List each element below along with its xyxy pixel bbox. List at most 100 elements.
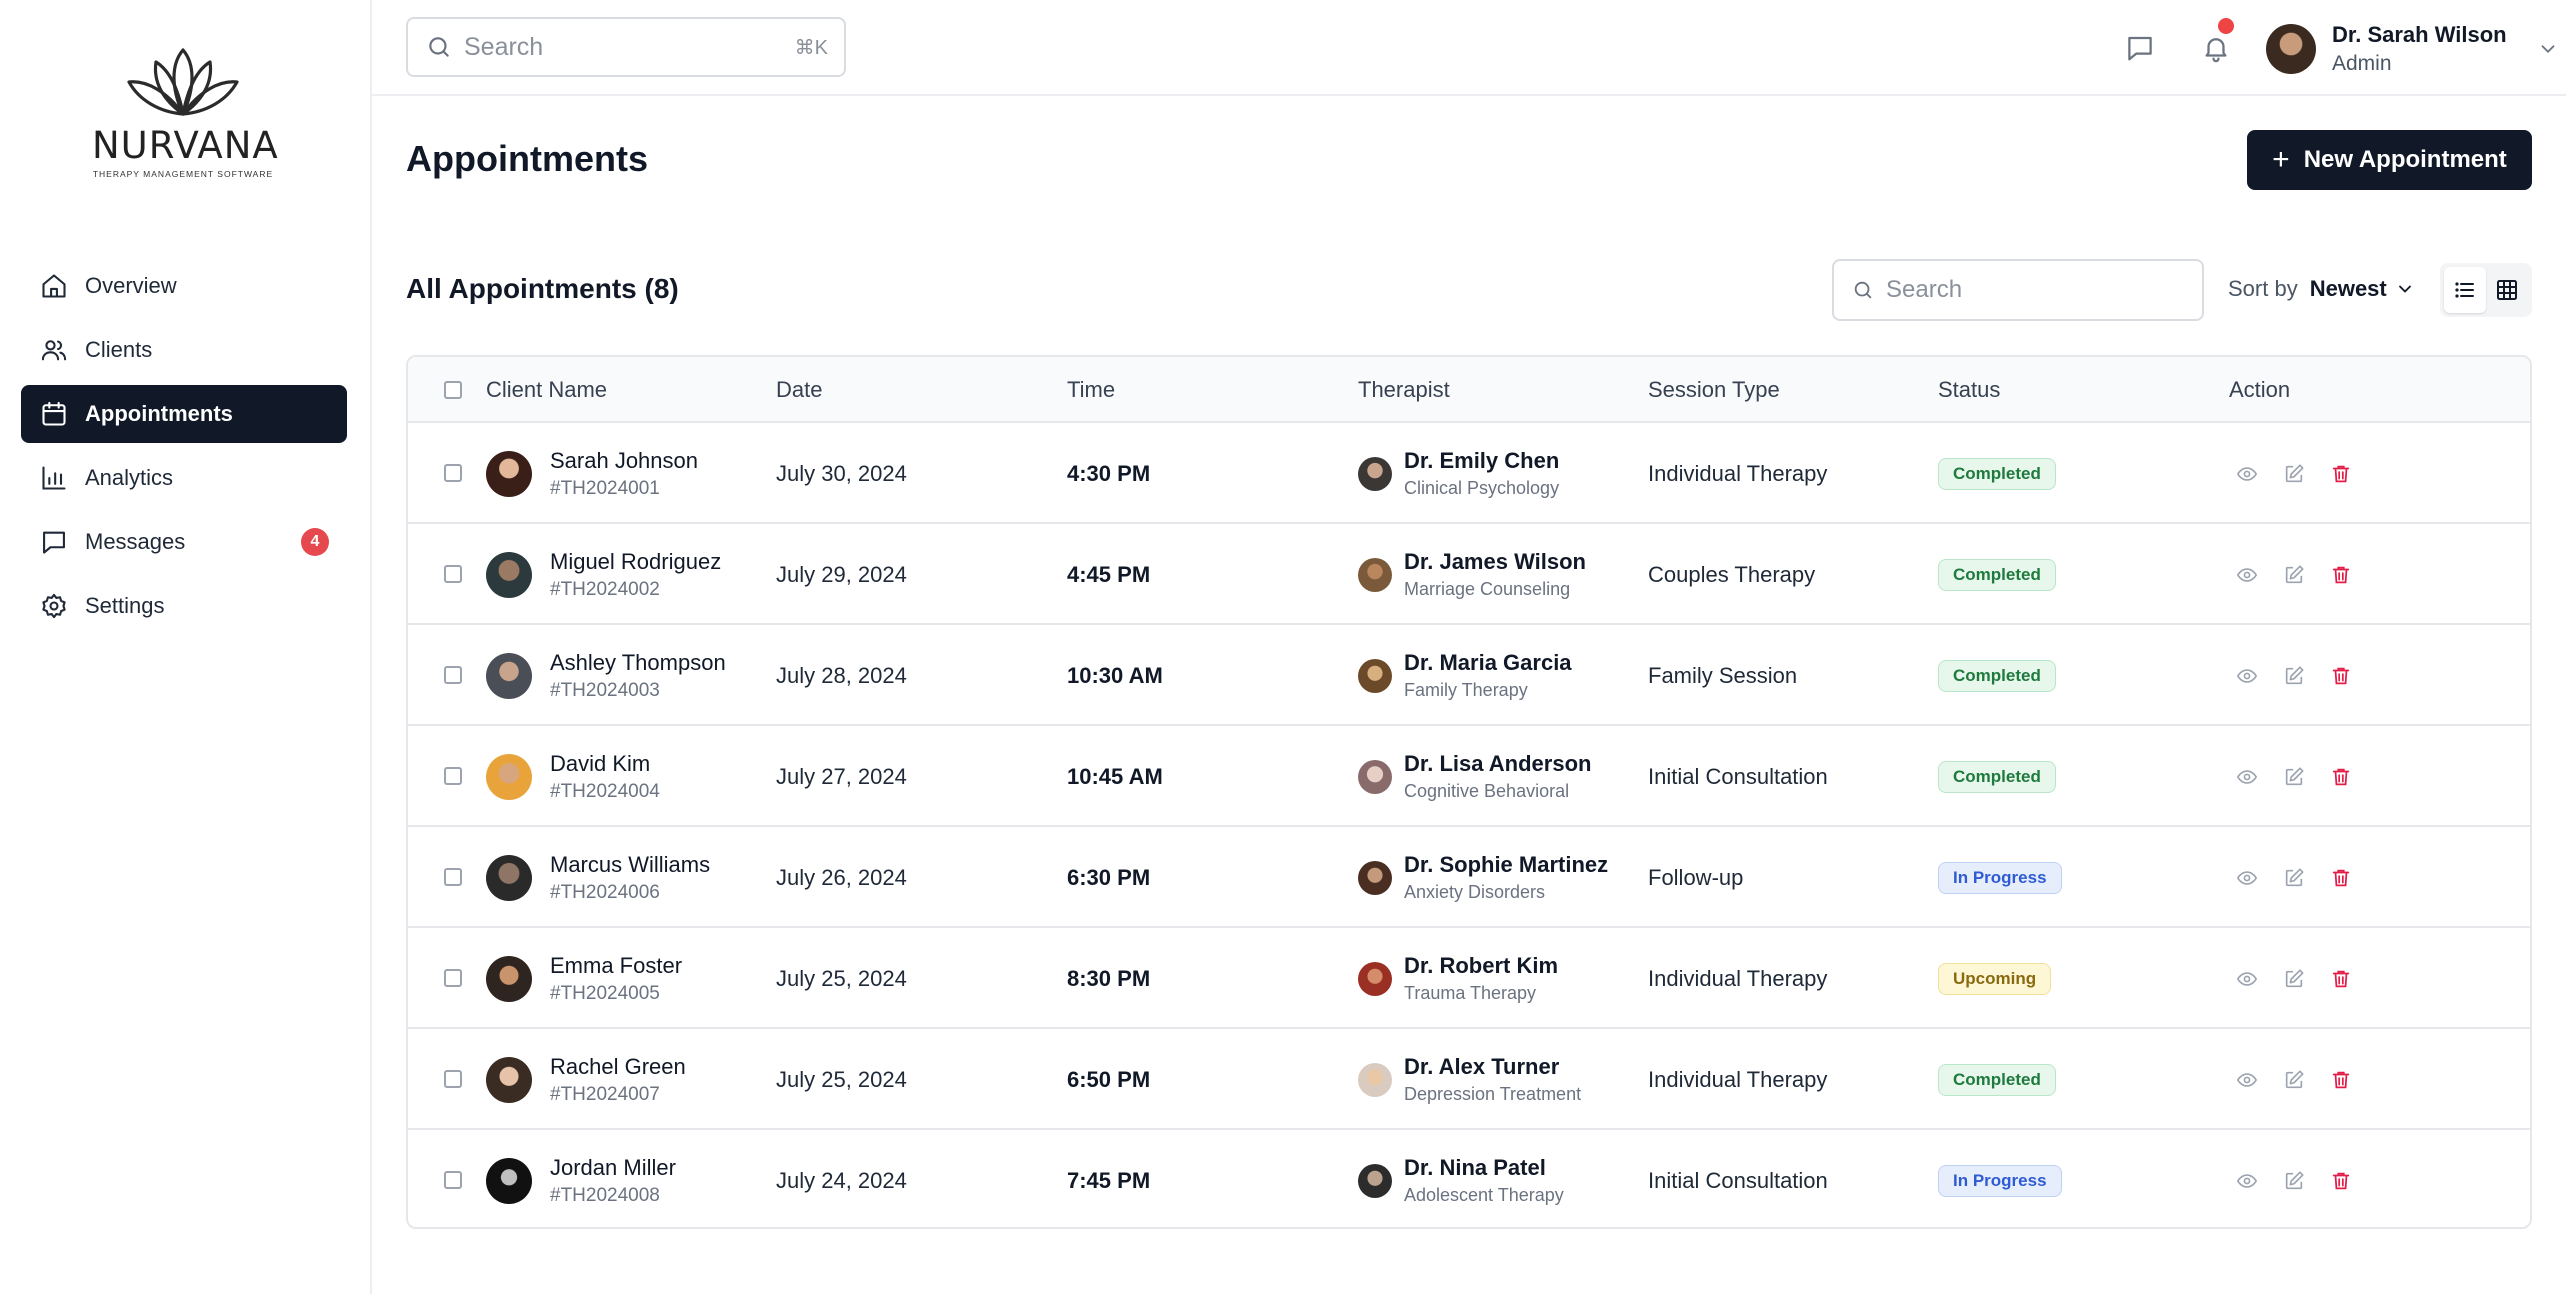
row-checkbox[interactable]	[444, 767, 462, 785]
appointment-date: July 25, 2024	[776, 1066, 907, 1092]
sidebar-item-label: Settings	[85, 593, 165, 618]
row-checkbox[interactable]	[444, 868, 462, 886]
view-button[interactable]	[2234, 865, 2260, 891]
delete-button[interactable]	[2328, 1168, 2354, 1194]
search-shortcut: ⌘K	[794, 36, 828, 59]
edit-button[interactable]	[2281, 764, 2307, 790]
delete-button[interactable]	[2328, 663, 2354, 689]
view-button[interactable]	[2234, 663, 2260, 689]
brand-logo[interactable]: NURVANA THERAPY MANAGEMENT SOFTWARE	[92, 44, 279, 179]
column-header[interactable]: Therapist	[1358, 377, 1450, 402]
calendar-icon	[39, 399, 69, 429]
table-row[interactable]: Emma Foster #TH2024005 July 25, 2024 8:30 P…	[408, 928, 2530, 1029]
table-row[interactable]: Rachel Green #TH2024007 July 25, 2024 6:50 …	[408, 1029, 2530, 1130]
edit-button[interactable]	[2281, 461, 2307, 487]
appointment-date: July 24, 2024	[776, 1167, 907, 1193]
edit-button[interactable]	[2281, 966, 2307, 992]
trash-icon	[2332, 970, 2350, 987]
therapist-specialty: Family Therapy	[1404, 680, 1528, 700]
sidebar-item-messages[interactable]: Messages 4	[21, 513, 347, 571]
row-checkbox[interactable]	[444, 969, 462, 987]
view-button[interactable]	[2234, 1168, 2260, 1194]
chat-button[interactable]	[2122, 30, 2158, 66]
eye-icon	[2236, 870, 2258, 885]
sidebar-item-analytics[interactable]: Analytics	[21, 449, 347, 507]
client-id: #TH2024002	[550, 578, 660, 600]
row-checkbox[interactable]	[444, 666, 462, 684]
sidebar-item-appointments[interactable]: Appointments	[21, 385, 347, 443]
view-button[interactable]	[2234, 461, 2260, 487]
avatar	[2266, 24, 2316, 74]
sidebar-item-clients[interactable]: Clients	[21, 321, 347, 379]
edit-icon	[2285, 665, 2304, 684]
delete-button[interactable]	[2328, 966, 2354, 992]
edit-button[interactable]	[2281, 562, 2307, 588]
avatar	[1358, 961, 1392, 996]
trash-icon	[2332, 1071, 2350, 1088]
status-badge: Completed	[1938, 760, 2056, 793]
avatar	[486, 1157, 532, 1204]
sort-dropdown[interactable]: Sort by Newest	[2228, 276, 2415, 302]
avatar	[486, 753, 532, 800]
delete-button[interactable]	[2328, 562, 2354, 588]
status-cell: In Progress	[1938, 827, 2062, 928]
view-button[interactable]	[2234, 1067, 2260, 1093]
status-cell: Completed	[1938, 423, 2056, 524]
brand-name: NURVANA	[92, 124, 279, 167]
therapist-cell: Dr. Lisa Anderson Cognitive Behavioral	[1358, 726, 1591, 827]
view-button[interactable]	[2234, 764, 2260, 790]
column-header[interactable]: Client Name	[486, 377, 608, 402]
table-row[interactable]: David Kim #TH2024004 July 27, 2024 10:45 AM…	[408, 726, 2530, 827]
delete-button[interactable]	[2328, 1067, 2354, 1093]
status-cell: Upcoming	[1938, 928, 2052, 1029]
appointment-time: 4:30 PM	[1067, 460, 1151, 486]
new-appointment-label: New Appointment	[2303, 146, 2507, 173]
row-checkbox[interactable]	[444, 1070, 462, 1088]
appointments-table: Client Name Date Time Therapist Session …	[406, 355, 2532, 1229]
view-button[interactable]	[2234, 966, 2260, 992]
delete-button[interactable]	[2328, 865, 2354, 891]
edit-button[interactable]	[2281, 1168, 2307, 1194]
table-row[interactable]: Miguel Rodriguez #TH2024002 July 29, 2024 4…	[408, 524, 2530, 625]
global-search-input[interactable]: Search ⌘K	[406, 17, 846, 77]
delete-button[interactable]	[2328, 764, 2354, 790]
table-row[interactable]: Marcus Williams #TH2024006 July 26, 2024 6:…	[408, 827, 2530, 928]
edit-button[interactable]	[2281, 663, 2307, 689]
list-view-button[interactable]	[2444, 267, 2486, 313]
client-cell: Ashley Thompson #TH2024003	[486, 625, 726, 726]
row-checkbox[interactable]	[444, 464, 462, 482]
table-header: Client Name Date Time Therapist Session …	[408, 357, 2530, 423]
table-row[interactable]: Jordan Miller #TH2024008 July 24, 2024 7:45…	[408, 1130, 2530, 1227]
sidebar-item-overview[interactable]: Overview	[21, 257, 347, 315]
new-appointment-button[interactable]: + New Appointment	[2247, 130, 2532, 190]
column-header[interactable]: Session Type	[1648, 377, 1780, 402]
grid-view-button[interactable]	[2486, 267, 2528, 313]
therapist-cell: Dr. Alex Turner Depression Treatment	[1358, 1029, 1581, 1130]
edit-icon	[2285, 463, 2304, 482]
appointments-search-input[interactable]: Search	[1832, 259, 2204, 321]
edit-button[interactable]	[2281, 865, 2307, 891]
row-checkbox[interactable]	[444, 565, 462, 583]
column-header[interactable]: Time	[1067, 377, 1116, 402]
appointment-time: 10:45 AM	[1067, 763, 1163, 789]
table-row[interactable]: Ashley Thompson #TH2024003 July 28, 2024 10…	[408, 625, 2530, 726]
column-header[interactable]: Date	[776, 377, 823, 402]
view-button[interactable]	[2234, 562, 2260, 588]
select-all-checkbox[interactable]	[444, 381, 462, 399]
row-checkbox[interactable]	[444, 1171, 462, 1189]
appointment-date: July 30, 2024	[776, 460, 907, 486]
therapist-name: Dr. Robert Kim	[1404, 953, 1559, 978]
client-cell: Jordan Miller #TH2024008	[486, 1130, 676, 1227]
avatar	[486, 551, 532, 598]
trash-icon	[2332, 768, 2350, 785]
user-menu[interactable]: Dr. Sarah Wilson Admin	[2266, 22, 2559, 76]
delete-button[interactable]	[2328, 461, 2354, 487]
row-actions	[2234, 1130, 2375, 1227]
table-row[interactable]: Sarah Johnson #TH2024001 July 30, 2024 4:30…	[408, 423, 2530, 524]
notifications-button[interactable]	[2198, 18, 2234, 66]
client-id: #TH2024004	[550, 780, 660, 802]
edit-button[interactable]	[2281, 1067, 2307, 1093]
sidebar-item-settings[interactable]: Settings	[21, 577, 347, 635]
column-header[interactable]: Status	[1938, 377, 2001, 402]
status-cell: Completed	[1938, 726, 2056, 827]
